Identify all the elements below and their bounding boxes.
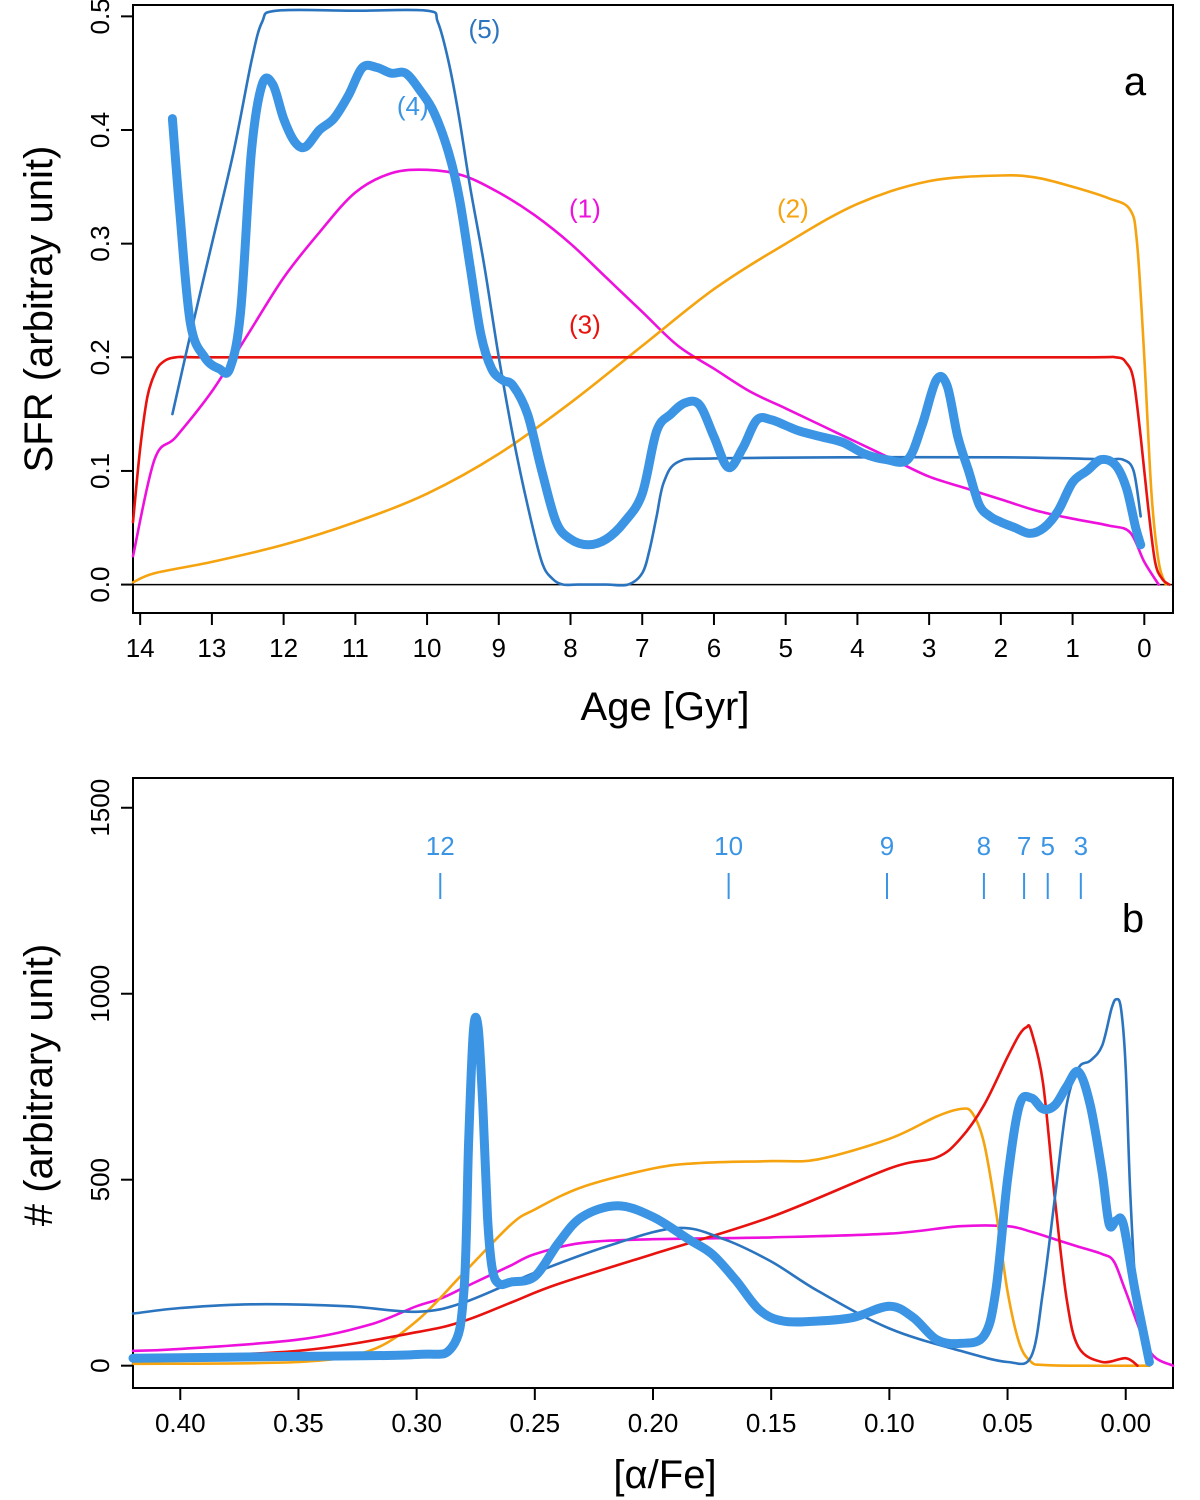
age-marker-label: 10 bbox=[714, 831, 743, 861]
panel-a-ylabel: SFR (arbitray unit) bbox=[17, 146, 61, 473]
age-marker-label: 7 bbox=[1017, 831, 1031, 861]
x-tick-label: 0.20 bbox=[628, 1408, 679, 1438]
y-tick-label: 500 bbox=[85, 1158, 115, 1201]
x-tick-label: 1 bbox=[1065, 633, 1079, 663]
age-marker-label: 9 bbox=[880, 831, 894, 861]
x-tick-label: 0.30 bbox=[391, 1408, 442, 1438]
age-marker-label: 8 bbox=[977, 831, 991, 861]
panel-b-series-5 bbox=[131, 997, 1151, 1366]
x-tick-label: 2 bbox=[994, 633, 1008, 663]
y-tick-label: 0.5 bbox=[85, 0, 115, 34]
panel-a-frame bbox=[132, 4, 1174, 614]
x-tick-label: 10 bbox=[413, 633, 442, 663]
x-tick-label: 3 bbox=[922, 633, 936, 663]
curve-label: (4) bbox=[397, 91, 429, 121]
x-tick-label: 11 bbox=[342, 633, 369, 663]
panel-b-series-1 bbox=[131, 1224, 1175, 1367]
x-tick-label: 7 bbox=[635, 633, 649, 663]
x-tick-label: 0.35 bbox=[273, 1408, 324, 1438]
x-tick-label: 0.25 bbox=[510, 1408, 561, 1438]
panel-b-series-3 bbox=[131, 1024, 1139, 1367]
panel-a-series-4 bbox=[167, 60, 1146, 550]
x-tick-label: 5 bbox=[778, 633, 792, 663]
x-tick-label: 0.15 bbox=[746, 1408, 797, 1438]
x-tick-label: 14 bbox=[126, 633, 155, 663]
y-tick-label: 0.4 bbox=[85, 112, 115, 148]
curve-label: (2) bbox=[777, 194, 809, 224]
curve-label: (1) bbox=[569, 194, 601, 224]
x-tick-label: 0 bbox=[1137, 633, 1151, 663]
x-tick-label: 12 bbox=[269, 633, 298, 663]
panel-b-frame bbox=[132, 777, 1174, 1389]
y-tick-label: 1500 bbox=[85, 779, 115, 837]
panel-a-series-3 bbox=[131, 355, 1171, 586]
panel-a-series-1 bbox=[131, 168, 1160, 586]
curve-label: (5) bbox=[469, 14, 501, 44]
age-marker-label: 5 bbox=[1040, 831, 1054, 861]
x-tick-label: 4 bbox=[850, 633, 864, 663]
panel-b-ylabel: # (arbitrary unit) bbox=[17, 944, 61, 1226]
y-tick-label: 0.2 bbox=[85, 339, 115, 375]
x-tick-label: 0.05 bbox=[982, 1408, 1033, 1438]
y-tick-label: 0.0 bbox=[85, 567, 115, 603]
x-tick-label: 13 bbox=[197, 633, 226, 663]
age-marker-label: 12 bbox=[426, 831, 455, 861]
x-tick-label: 0.40 bbox=[155, 1408, 206, 1438]
x-tick-label: 0.00 bbox=[1100, 1408, 1151, 1438]
y-tick-label: 0.1 bbox=[85, 453, 115, 489]
y-tick-label: 0 bbox=[85, 1358, 115, 1372]
panel-a-series-5 bbox=[171, 8, 1142, 587]
panel-b-letter: b bbox=[1122, 897, 1144, 941]
panel-a-letter: a bbox=[1124, 60, 1147, 104]
curve-label: (3) bbox=[569, 309, 601, 339]
panel-a-series-2 bbox=[131, 174, 1168, 586]
panel-a-xlabel: Age [Gyr] bbox=[581, 685, 750, 729]
y-tick-label: 0.3 bbox=[85, 226, 115, 262]
x-tick-label: 6 bbox=[707, 633, 721, 663]
x-tick-label: 9 bbox=[492, 633, 506, 663]
panel-b: 12 10 9 8 7 5 3 0.40 0.35 0.30 0.25 0.20 0.15 0.10 0.… bbox=[17, 777, 1175, 1497]
x-tick-label: 8 bbox=[563, 633, 577, 663]
panel-b-xlabel: [α/Fe] bbox=[613, 1453, 716, 1497]
age-marker-label: 3 bbox=[1074, 831, 1088, 861]
y-tick-label: 1000 bbox=[85, 965, 115, 1023]
panel-a: 14 13 12 11 10 9 8 7 6 5 4 3 2 1 0 0.00.10.20.30.40.5 … bbox=[17, 0, 1174, 729]
panel-b-series-4 bbox=[128, 1012, 1154, 1367]
x-tick-label: 0.10 bbox=[864, 1408, 915, 1438]
panel-b-series-2 bbox=[131, 1107, 1151, 1368]
